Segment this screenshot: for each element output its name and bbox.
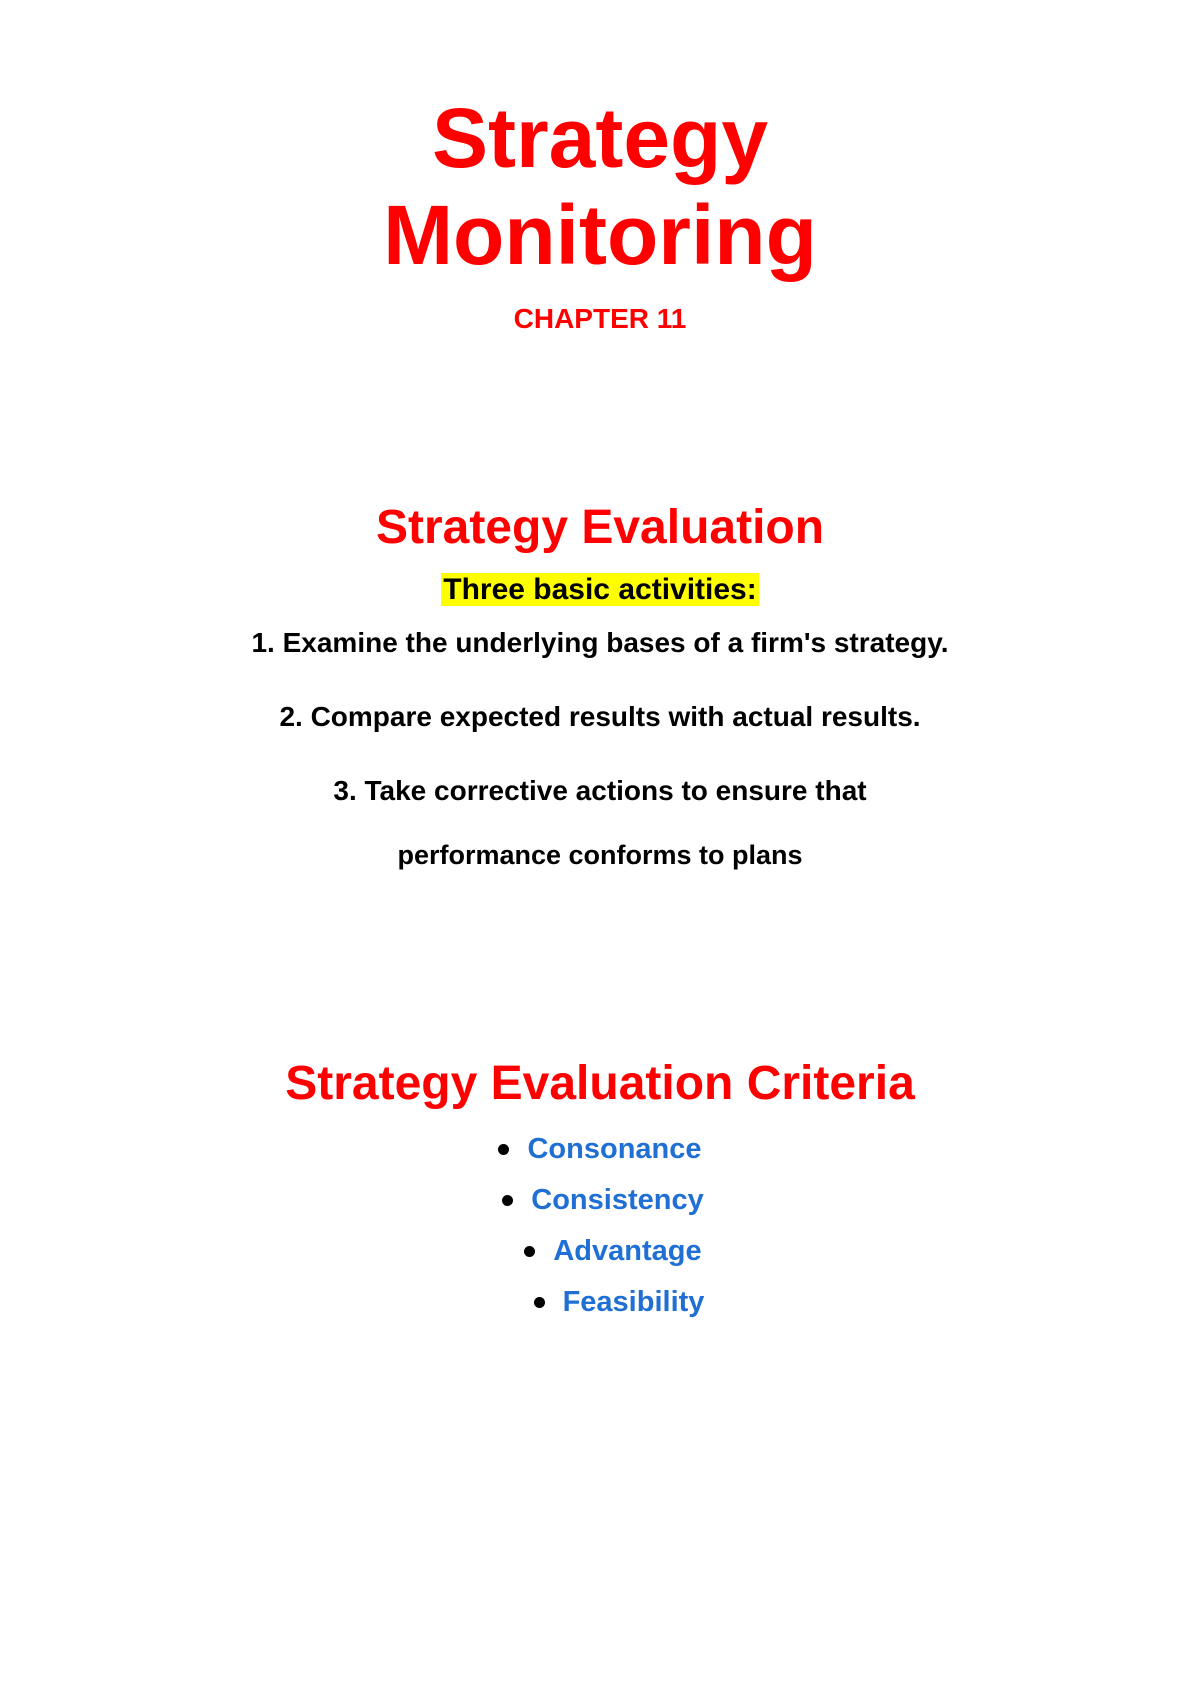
section1-subtitle-container: Three basic activities: [0, 573, 1200, 607]
activity-item-3: 3. Take corrective actions to ensure tha… [0, 770, 1200, 812]
section1-heading: Strategy Evaluation [0, 500, 1200, 555]
criteria-text-2: Consistency [531, 1184, 703, 1217]
bullet-icon [524, 1246, 535, 1257]
chapter-label: CHAPTER 11 [0, 303, 1200, 335]
criteria-text-4: Feasibility [563, 1286, 705, 1319]
section1-subtitle: Three basic activities: [441, 573, 758, 606]
criteria-item-2: Consistency [496, 1184, 703, 1217]
activities-list: 1. Examine the underlying bases of a fir… [0, 622, 1200, 871]
title-line-1: Strategy [0, 90, 1200, 187]
criteria-item-4: Feasibility [496, 1286, 705, 1319]
criteria-item-3: Advantage [498, 1235, 701, 1268]
criteria-item-1: Consonance [498, 1133, 701, 1166]
criteria-list: Consonance Consistency Advantage Feasibi… [0, 1133, 1200, 1337]
criteria-text-1: Consonance [527, 1133, 701, 1166]
activity-item-1: 1. Examine the underlying bases of a fir… [0, 622, 1200, 664]
section2-heading: Strategy Evaluation Criteria [0, 1056, 1200, 1111]
title-line-2: Monitoring [0, 187, 1200, 284]
activity-item-3-continuation: performance conforms to plans [0, 840, 1200, 871]
bullet-icon [498, 1144, 509, 1155]
bullet-icon [502, 1195, 513, 1206]
bullet-icon [534, 1297, 545, 1308]
criteria-text-3: Advantage [553, 1235, 701, 1268]
main-title: Strategy Monitoring [0, 90, 1200, 283]
activity-item-2: 2. Compare expected results with actual … [0, 696, 1200, 738]
